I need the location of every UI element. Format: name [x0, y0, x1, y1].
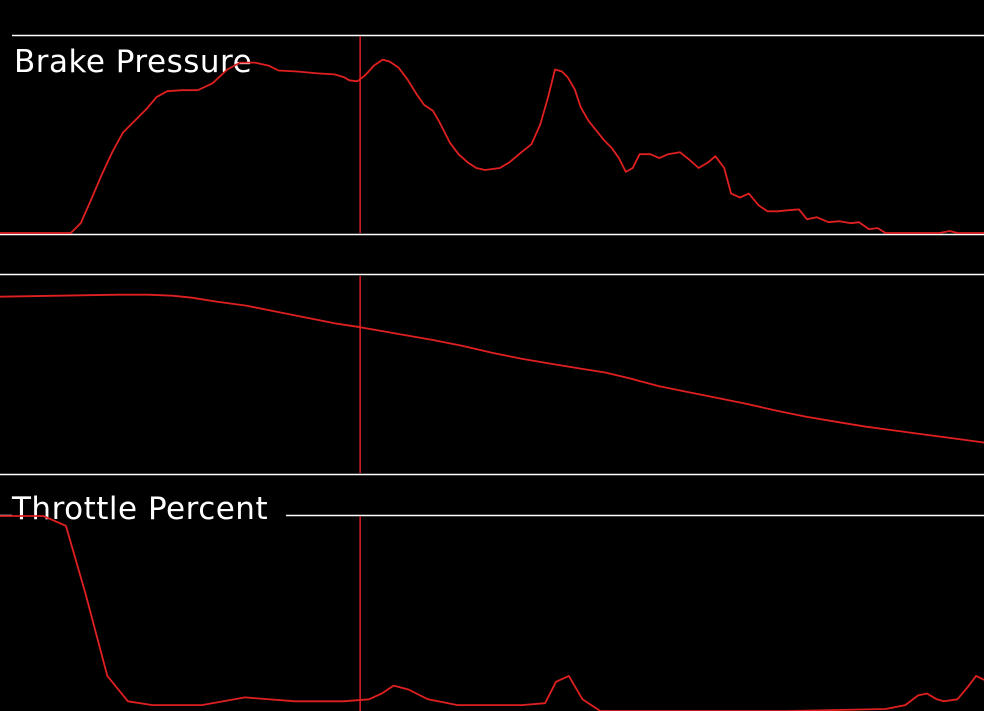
throttle-percent-panel: Throttle Percent — [0, 491, 984, 711]
throttle-percent-title: Throttle Percent — [11, 491, 268, 527]
speed-trace — [0, 293, 984, 444]
brake-pressure-panel: Brake Pressure — [0, 34, 984, 236]
brake-pressure-trace — [0, 58, 984, 234]
throttle-percent-trace — [0, 515, 984, 711]
speed-panel — [0, 273, 984, 476]
brake-pressure-title: Brake Pressure — [14, 44, 252, 80]
